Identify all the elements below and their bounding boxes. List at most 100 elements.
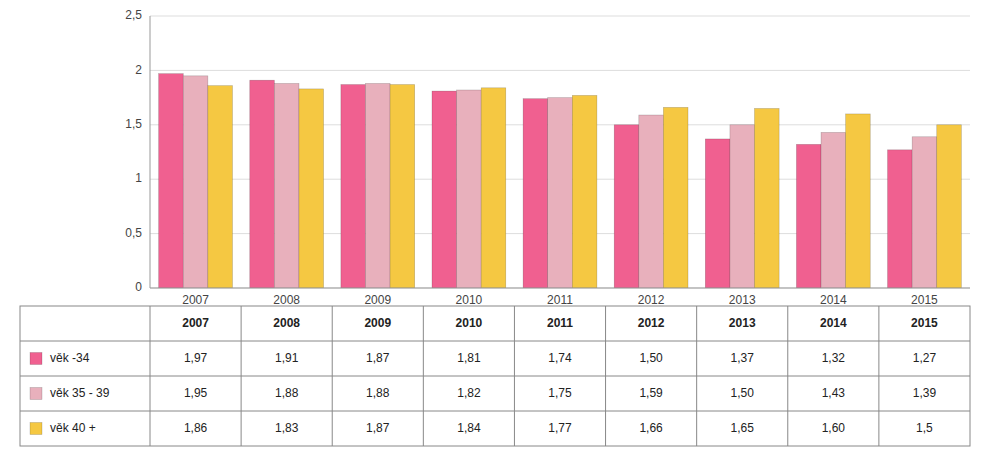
x-axis-line bbox=[150, 288, 970, 289]
table-rule bbox=[20, 376, 970, 377]
bar bbox=[730, 125, 755, 288]
y-tick-label: 0,5 bbox=[125, 226, 142, 240]
y-axis: 00,511,522,5 bbox=[125, 8, 142, 294]
bar bbox=[705, 139, 730, 288]
bar bbox=[390, 85, 415, 288]
y-axis-line bbox=[150, 16, 151, 288]
table-value: 1,82 bbox=[457, 386, 481, 400]
bar bbox=[548, 98, 573, 288]
table-value: 1,97 bbox=[184, 351, 208, 365]
table-value: 1,83 bbox=[275, 421, 299, 435]
table-rule bbox=[20, 411, 970, 412]
table-value: 1,32 bbox=[822, 351, 846, 365]
legend-swatch bbox=[30, 353, 42, 365]
x-tick-label: 2014 bbox=[820, 293, 847, 307]
bar bbox=[299, 89, 324, 288]
x-tick-label: 2009 bbox=[364, 293, 391, 307]
bar bbox=[888, 150, 913, 288]
table-header: 2014 bbox=[820, 316, 847, 330]
table-value: 1,27 bbox=[913, 351, 937, 365]
bar bbox=[821, 132, 846, 288]
legend-label: věk 40 + bbox=[50, 421, 96, 435]
bar bbox=[159, 74, 184, 288]
y-tick-label: 2,5 bbox=[125, 8, 142, 22]
bar bbox=[365, 83, 390, 288]
table-value: 1,88 bbox=[275, 386, 299, 400]
series bbox=[208, 85, 961, 288]
table-rule bbox=[696, 306, 697, 446]
x-tick-label: 2012 bbox=[638, 293, 665, 307]
series bbox=[183, 76, 936, 288]
legend-swatch bbox=[30, 423, 42, 435]
table-value: 1,50 bbox=[639, 351, 663, 365]
table-rule bbox=[605, 306, 606, 446]
bar bbox=[481, 88, 506, 288]
table-value: 1,66 bbox=[639, 421, 663, 435]
table-header: 2015 bbox=[911, 316, 938, 330]
y-tick-label: 1,5 bbox=[125, 117, 142, 131]
table-value: 1,60 bbox=[822, 421, 846, 435]
table-value: 1,87 bbox=[366, 351, 390, 365]
table-value: 1,43 bbox=[822, 386, 846, 400]
grid-line bbox=[150, 16, 970, 17]
table-value: 1,84 bbox=[457, 421, 481, 435]
grid bbox=[150, 16, 970, 288]
table-header: 2012 bbox=[638, 316, 665, 330]
grid-line bbox=[150, 288, 970, 289]
table-rule bbox=[150, 306, 151, 446]
bar bbox=[274, 83, 299, 288]
chart: 00,511,522,52007200820092010201120122013… bbox=[0, 0, 982, 457]
table-rule bbox=[241, 306, 242, 446]
legend-label: věk 35 - 39 bbox=[50, 386, 110, 400]
bar bbox=[937, 125, 962, 288]
table-rule bbox=[20, 341, 970, 342]
x-tick-label: 2010 bbox=[456, 293, 483, 307]
bar bbox=[523, 99, 548, 288]
bar bbox=[846, 114, 871, 288]
table-header: 2009 bbox=[364, 316, 391, 330]
data-table: 2007 2008 2009 2010 2011 2012 2013 2014 2015 věk … bbox=[20, 306, 970, 446]
table-value: 1,91 bbox=[275, 351, 299, 365]
table-rule bbox=[423, 306, 424, 446]
x-tick-label: 2015 bbox=[911, 293, 938, 307]
legend-label: věk -34 bbox=[50, 351, 90, 365]
bar bbox=[639, 115, 664, 288]
grid-line bbox=[150, 70, 970, 71]
table-header: 2010 bbox=[456, 316, 483, 330]
table-value: 1,75 bbox=[548, 386, 572, 400]
bar bbox=[208, 86, 233, 288]
y-tick-label: 1 bbox=[135, 171, 142, 185]
x-tick-label: 2007 bbox=[182, 293, 209, 307]
table-value: 1,37 bbox=[731, 351, 755, 365]
table-value: 1,39 bbox=[913, 386, 937, 400]
legend-swatch bbox=[30, 388, 42, 400]
bar bbox=[432, 91, 457, 288]
table-value: 1,77 bbox=[548, 421, 572, 435]
x-tick-label: 2013 bbox=[729, 293, 756, 307]
y-tick-label: 0 bbox=[135, 280, 142, 294]
bar bbox=[614, 125, 639, 288]
x-tick-label: 2011 bbox=[547, 293, 573, 307]
bar bbox=[912, 137, 937, 288]
table-value: 1,50 bbox=[731, 386, 755, 400]
table-header: 2013 bbox=[729, 316, 756, 330]
x-axis: 2007 2008 2009 2010 2011 2012 2013 2014 2015 bbox=[182, 293, 938, 307]
bars bbox=[159, 74, 962, 288]
table-value: 1,86 bbox=[184, 421, 208, 435]
table-header: 2011 bbox=[547, 316, 573, 330]
table-header: 2008 bbox=[273, 316, 300, 330]
table-value: 1,95 bbox=[184, 386, 208, 400]
table-rule bbox=[878, 306, 879, 446]
bar bbox=[572, 95, 597, 288]
table-rule bbox=[514, 306, 515, 446]
table-header: 2007 bbox=[182, 316, 209, 330]
bar bbox=[663, 107, 688, 288]
table-rule bbox=[332, 306, 333, 446]
bar bbox=[183, 76, 208, 288]
x-tick-label: 2008 bbox=[273, 293, 300, 307]
table-value: 1,87 bbox=[366, 421, 390, 435]
series bbox=[159, 74, 912, 288]
table-value: 1,88 bbox=[366, 386, 390, 400]
table-value: 1,5 bbox=[916, 421, 933, 435]
bar bbox=[250, 80, 275, 288]
